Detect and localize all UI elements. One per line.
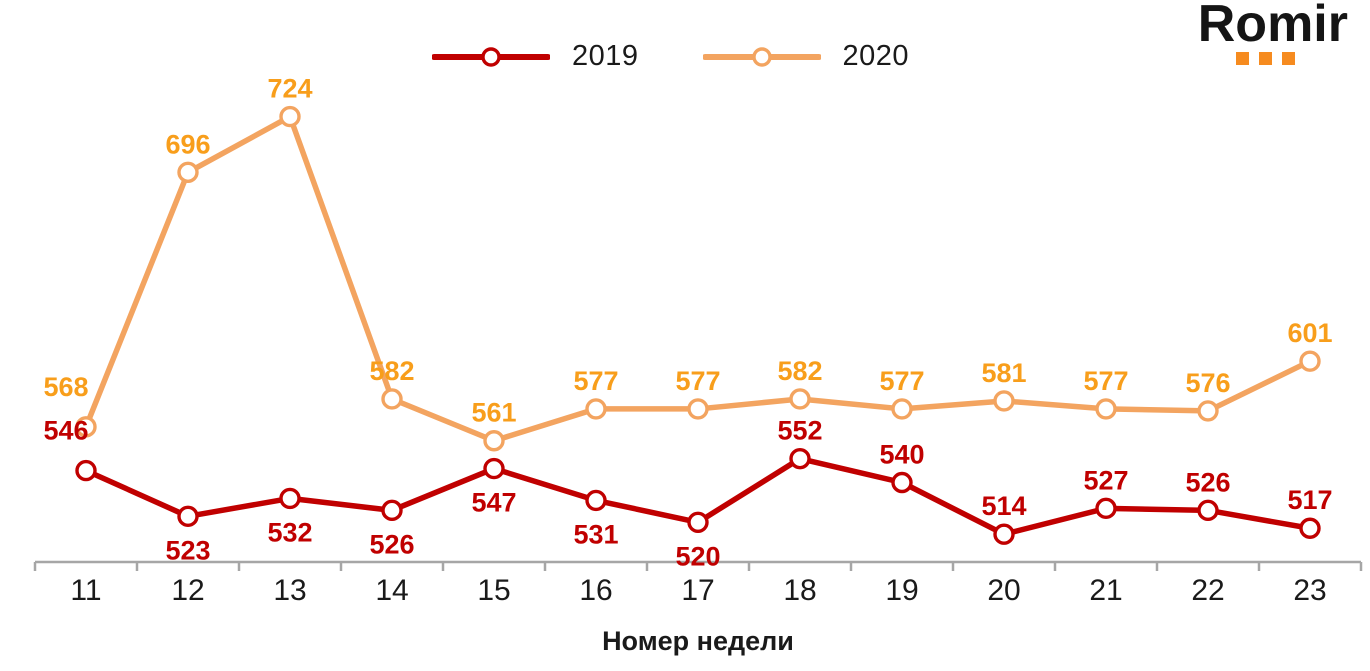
data-point-2019-16 bbox=[585, 489, 607, 512]
x-tick-label: 22 bbox=[1191, 574, 1224, 607]
data-point-2020-21 bbox=[1095, 398, 1117, 420]
value-label-2019-21: 527 bbox=[1083, 465, 1128, 495]
romir-logo-text: Romir bbox=[1197, 0, 1348, 53]
legend-label: 2020 bbox=[842, 40, 910, 72]
data-point-2019-21 bbox=[1095, 497, 1117, 520]
value-label-2019-14: 526 bbox=[369, 529, 414, 559]
value-label-2020-21: 577 bbox=[1083, 366, 1128, 396]
value-label-2019-16: 531 bbox=[573, 519, 618, 549]
data-point-2019-18 bbox=[789, 447, 811, 470]
value-label-2020-12: 696 bbox=[165, 129, 210, 159]
value-label-2020-15: 561 bbox=[471, 398, 516, 428]
value-label-2019-11: 546 bbox=[43, 416, 88, 446]
x-tick-label: 17 bbox=[681, 574, 714, 607]
data-point-2019-12 bbox=[177, 505, 199, 528]
data-point-2019-13 bbox=[279, 487, 301, 510]
value-label-2019-17: 520 bbox=[675, 541, 720, 571]
logo-dot bbox=[1259, 52, 1272, 65]
value-label-2020-23: 601 bbox=[1287, 318, 1332, 348]
x-tick-label: 13 bbox=[273, 574, 306, 607]
value-label-2019-19: 540 bbox=[879, 440, 924, 470]
value-label-2020-20: 581 bbox=[981, 358, 1026, 388]
data-point-2020-19 bbox=[891, 398, 913, 420]
value-label-2020-17: 577 bbox=[675, 366, 720, 396]
value-label-2020-22: 576 bbox=[1185, 368, 1230, 398]
value-label-2020-19: 577 bbox=[879, 366, 924, 396]
x-tick-label: 11 bbox=[70, 574, 101, 607]
x-tick-label: 12 bbox=[171, 574, 204, 607]
legend-line-sample-icon bbox=[702, 46, 821, 67]
value-label-2020-14: 582 bbox=[369, 356, 414, 386]
x-tick-label: 14 bbox=[375, 574, 408, 607]
data-point-2020-17 bbox=[687, 398, 709, 420]
data-point-2020-16 bbox=[585, 398, 607, 420]
value-label-2019-20: 514 bbox=[981, 491, 1026, 521]
logo-dot bbox=[1282, 52, 1295, 65]
data-point-2020-12 bbox=[177, 161, 199, 183]
data-point-2019-17 bbox=[687, 511, 709, 533]
data-point-2019-11 bbox=[75, 459, 97, 482]
data-point-2020-15 bbox=[483, 430, 505, 452]
data-point-2019-20 bbox=[993, 523, 1015, 545]
data-point-2019-19 bbox=[891, 471, 913, 494]
x-tick-label: 19 bbox=[885, 574, 918, 607]
legend-item-2019: 2019 bbox=[432, 40, 639, 73]
x-tick-label: 21 bbox=[1089, 574, 1122, 607]
data-point-2020-22 bbox=[1197, 400, 1219, 422]
value-label-2020-13: 724 bbox=[267, 74, 312, 104]
value-label-2020-18: 582 bbox=[777, 356, 822, 386]
data-point-2020-23 bbox=[1299, 350, 1321, 372]
data-point-2020-20 bbox=[993, 390, 1015, 412]
x-tick-label: 23 bbox=[1293, 574, 1326, 607]
value-label-2019-23: 517 bbox=[1287, 485, 1332, 515]
romir-logo-dots bbox=[1236, 52, 1295, 65]
data-point-2020-13 bbox=[279, 105, 301, 128]
value-label-2020-11: 568 bbox=[43, 372, 88, 402]
x-tick-label: 15 bbox=[477, 574, 510, 607]
value-label-2019-15: 547 bbox=[471, 488, 516, 518]
legend-line-sample-icon bbox=[432, 46, 550, 67]
legend-label: 2019 bbox=[572, 40, 639, 72]
data-point-2019-22 bbox=[1197, 499, 1219, 522]
legend: 2019 2020 bbox=[432, 40, 909, 73]
value-label-2020-16: 577 bbox=[573, 366, 618, 396]
logo-dot bbox=[1236, 52, 1249, 65]
data-point-2019-14 bbox=[381, 499, 403, 522]
data-point-2020-18 bbox=[789, 388, 811, 410]
data-point-2019-23 bbox=[1299, 517, 1321, 539]
x-tick-label: 20 bbox=[987, 574, 1020, 607]
legend-item-2020: 2020 bbox=[702, 40, 910, 73]
x-tick-label: 16 bbox=[579, 574, 612, 607]
x-axis-title: Номер недели bbox=[602, 626, 794, 656]
value-label-2019-13: 532 bbox=[267, 517, 312, 547]
value-label-2019-22: 526 bbox=[1185, 467, 1230, 497]
data-point-2020-11 bbox=[75, 416, 97, 438]
data-point-2020-14 bbox=[381, 388, 403, 410]
data-point-2019-15 bbox=[483, 457, 505, 480]
x-tick-label: 18 bbox=[783, 574, 816, 607]
value-label-2019-18: 552 bbox=[777, 416, 822, 446]
value-label-2019-12: 523 bbox=[165, 535, 210, 565]
romir-logo: Romir bbox=[1156, 0, 1348, 72]
